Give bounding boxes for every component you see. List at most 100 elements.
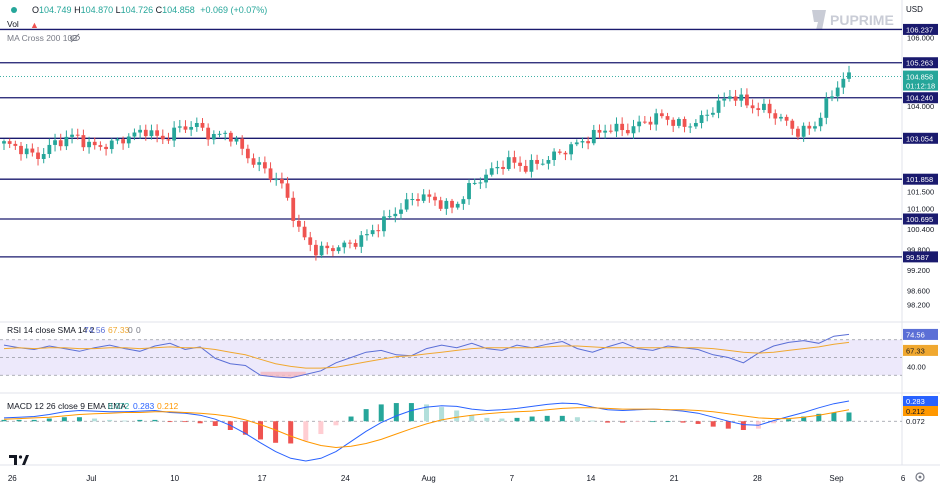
candle-body [603,130,608,133]
macd-hist-bar [559,415,565,422]
ohlc-key-C: C [156,5,163,15]
candle-body [183,126,188,130]
candle-body [710,112,715,115]
macd-line-legend-value: 0.283 [133,401,155,411]
volume-flag-icon: ▲ [30,20,39,30]
candle-body [404,199,409,210]
candle-body [688,126,693,128]
time-axis[interactable]: 26Jul101724Aug7142128Sep611 [8,474,940,483]
candle-body [268,168,273,180]
candle-body [132,132,137,137]
macd-hist-bar [620,421,626,423]
currency-label: USD [906,5,923,14]
candle-body [512,157,517,163]
macd-hist-bar [816,413,822,422]
time-tick-label: 14 [586,474,595,483]
candle-body [166,139,171,141]
candle-body [750,105,755,109]
candle-body [104,146,108,150]
brand-name: PUPRIME [830,12,894,28]
candle-body [733,96,738,101]
volume-label: Vol [7,19,19,29]
support-resistance-levels: 106.237 105.263 104.240 103.054 101.858 100.6… [0,23,938,263]
candle-body [739,94,744,101]
candle-body [762,103,766,110]
market-status-icon [11,7,17,13]
candle-body [569,144,574,155]
price-tick-label: 101.500 [907,187,934,196]
candle-body [53,140,57,145]
macd-hist-bar [303,421,309,441]
ohlc-key-L: L [116,5,121,15]
price-axis[interactable]: 106.000 104.000 101.500 101.000 100.400 99.80… [907,34,934,310]
candle-body [563,152,568,155]
ohlc-key-H: H [74,5,81,15]
macd-hist-bar [424,404,429,422]
macd-signal-line [3,407,850,449]
time-tick-label: 6 [901,474,906,483]
candle-body [387,216,392,218]
candle-body [841,78,846,88]
time-tick-label: 28 [753,474,762,483]
visibility-hidden-icon[interactable] [70,33,80,43]
candle-body [501,166,505,169]
candle-body [625,130,630,134]
candle-body [529,159,534,172]
rsi-title: RSI 14 close SMA 14 2 [7,325,95,335]
candle-body [30,148,35,153]
candle-body [693,122,698,127]
ohlc-value: 104.870 [81,5,116,15]
macd-hist-bar [454,410,460,422]
candle-body [637,121,642,127]
macd-hist-bar [182,421,188,423]
macd-hist-bar [740,421,746,430]
macd-hist-bar [393,403,399,422]
level-badge [903,251,938,263]
macd-hist-bar [378,404,384,422]
candle-body [13,143,18,146]
settings-gear-icon[interactable] [915,472,925,482]
macd-hist-bar [589,420,595,422]
macd-hist-bar [801,416,807,422]
macd-hist-bar [348,416,354,422]
candle-body [58,140,63,147]
candle-body [818,117,823,127]
candle-body [308,237,313,245]
candle-body [467,183,471,200]
candle-body [92,141,97,146]
candle-body [801,125,806,137]
candle-body [149,130,154,137]
candle-body [728,96,732,99]
candle-body [835,87,840,97]
candle-body [813,126,817,129]
macd-hist-legend-value: 0.072 [108,401,130,411]
candle-body [716,100,721,113]
candle-body [574,142,579,145]
brand-mark-icon [812,10,826,30]
candle-body [121,139,125,144]
time-tick-label: Sep [829,474,844,483]
macd-line [3,400,850,462]
level-badge [903,23,938,35]
brand-logo: PUPRIME [812,10,894,30]
ohlc-value: +0.069 (+0.07%) [200,5,267,15]
macd-title: MACD 12 26 close 9 EMA EMA [7,401,126,411]
candle-body [41,154,46,159]
ohlc-value: 104.749 [39,5,74,15]
level-label: 105.263 [906,59,933,68]
ohlc-value: 104.726 [121,5,156,15]
macd-hist-bar [92,418,98,422]
macd-value-badge [903,416,938,426]
candle-body [455,203,460,208]
candle-body [143,129,148,137]
rsi-value-label: 74.56 [906,330,925,339]
rsi-sma-line [3,341,850,369]
price-tick-label: 98.200 [907,300,930,309]
candle-body [540,163,545,165]
candle-body [365,234,369,236]
candle-body [296,220,301,227]
level-label: 106.237 [906,25,933,34]
candles [2,65,851,261]
